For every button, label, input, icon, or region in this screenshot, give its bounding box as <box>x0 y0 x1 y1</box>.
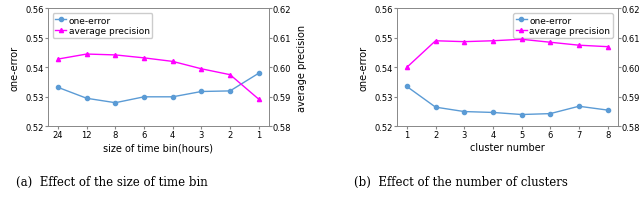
one-error <box>403 86 411 88</box>
one-error <box>226 90 234 93</box>
average precision <box>547 42 554 44</box>
average precision <box>604 46 611 49</box>
average precision <box>83 54 90 56</box>
Y-axis label: one-error: one-error <box>10 46 20 90</box>
one-error <box>547 113 554 115</box>
Legend: one-error, average precision: one-error, average precision <box>513 14 613 38</box>
one-error <box>140 96 148 99</box>
average precision <box>460 41 468 44</box>
one-error <box>83 98 90 100</box>
one-error <box>255 73 262 75</box>
one-error <box>54 87 62 89</box>
average precision <box>255 98 262 101</box>
one-error <box>604 109 611 112</box>
one-error <box>575 105 583 108</box>
average precision <box>403 67 411 69</box>
average precision <box>54 59 62 61</box>
average precision <box>518 39 525 41</box>
average precision <box>575 45 583 47</box>
X-axis label: size of time bin(hours): size of time bin(hours) <box>104 143 213 152</box>
Line: one-error: one-error <box>56 72 261 105</box>
one-error <box>169 96 177 99</box>
one-error <box>489 112 497 114</box>
Text: (b)  Effect of the number of clusters: (b) Effect of the number of clusters <box>354 176 568 188</box>
one-error <box>518 114 525 116</box>
average precision <box>226 74 234 77</box>
Y-axis label: one-error: one-error <box>358 46 369 90</box>
Line: one-error: one-error <box>404 85 610 117</box>
average precision <box>432 40 440 43</box>
average precision <box>111 54 119 57</box>
Y-axis label: average precision: average precision <box>297 25 307 111</box>
Text: (a)  Effect of the size of time bin: (a) Effect of the size of time bin <box>16 176 208 188</box>
one-error <box>111 102 119 104</box>
one-error <box>460 111 468 113</box>
one-error <box>432 106 440 109</box>
average precision <box>489 40 497 43</box>
average precision <box>169 61 177 63</box>
Line: average precision: average precision <box>56 53 261 102</box>
average precision <box>140 57 148 60</box>
Line: average precision: average precision <box>404 38 610 70</box>
one-error <box>198 91 205 93</box>
average precision <box>198 68 205 71</box>
X-axis label: cluster number: cluster number <box>470 143 545 152</box>
Legend: one-error, average precision: one-error, average precision <box>52 14 152 38</box>
